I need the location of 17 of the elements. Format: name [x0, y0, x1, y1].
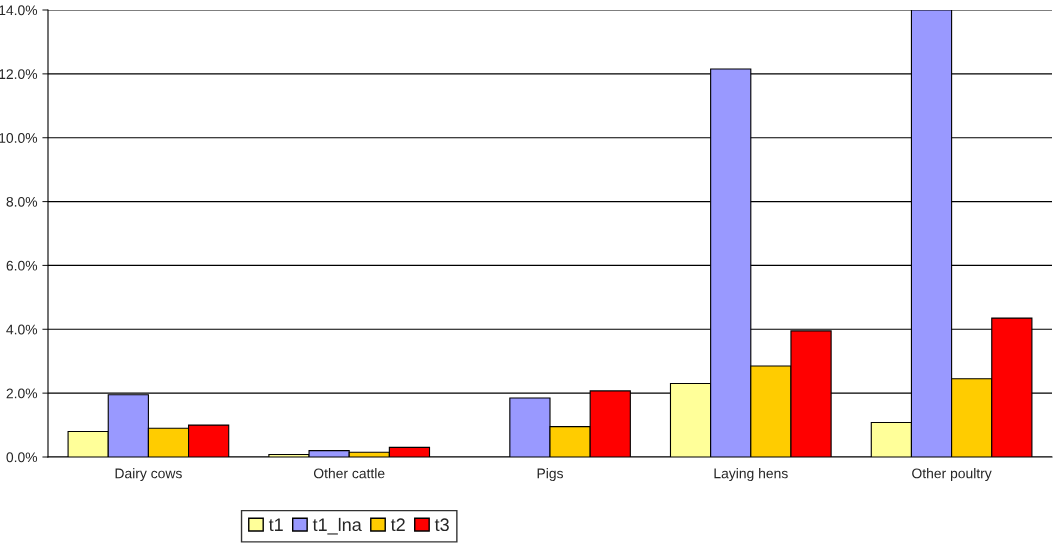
- y-tick-label: 12.0%: [0, 69, 38, 80]
- x-tick-label: Other poultry: [912, 468, 992, 482]
- y-tick-label: 4.0%: [6, 324, 38, 335]
- y-tick-label: 10.0%: [0, 133, 38, 143]
- x-tick-label: Dairy cows: [115, 468, 182, 482]
- legend-label: t3: [434, 518, 449, 532]
- x-tick-label: Other cattle: [313, 468, 385, 479]
- y-tick-label: 2.0%: [6, 388, 38, 399]
- y-tick-label: 0.0%: [6, 452, 38, 463]
- y-tick-label: 6.0%: [6, 260, 38, 271]
- legend-label: t1_lna: [312, 517, 362, 535]
- y-tick-label: 14.0%: [0, 5, 38, 16]
- legend-label: t1: [268, 518, 283, 532]
- x-tick-label: Pigs: [537, 468, 564, 482]
- x-tick-label: Laying hens: [714, 468, 788, 482]
- y-tick-label: 8.0%: [6, 196, 38, 207]
- legend-label: t2: [390, 518, 405, 532]
